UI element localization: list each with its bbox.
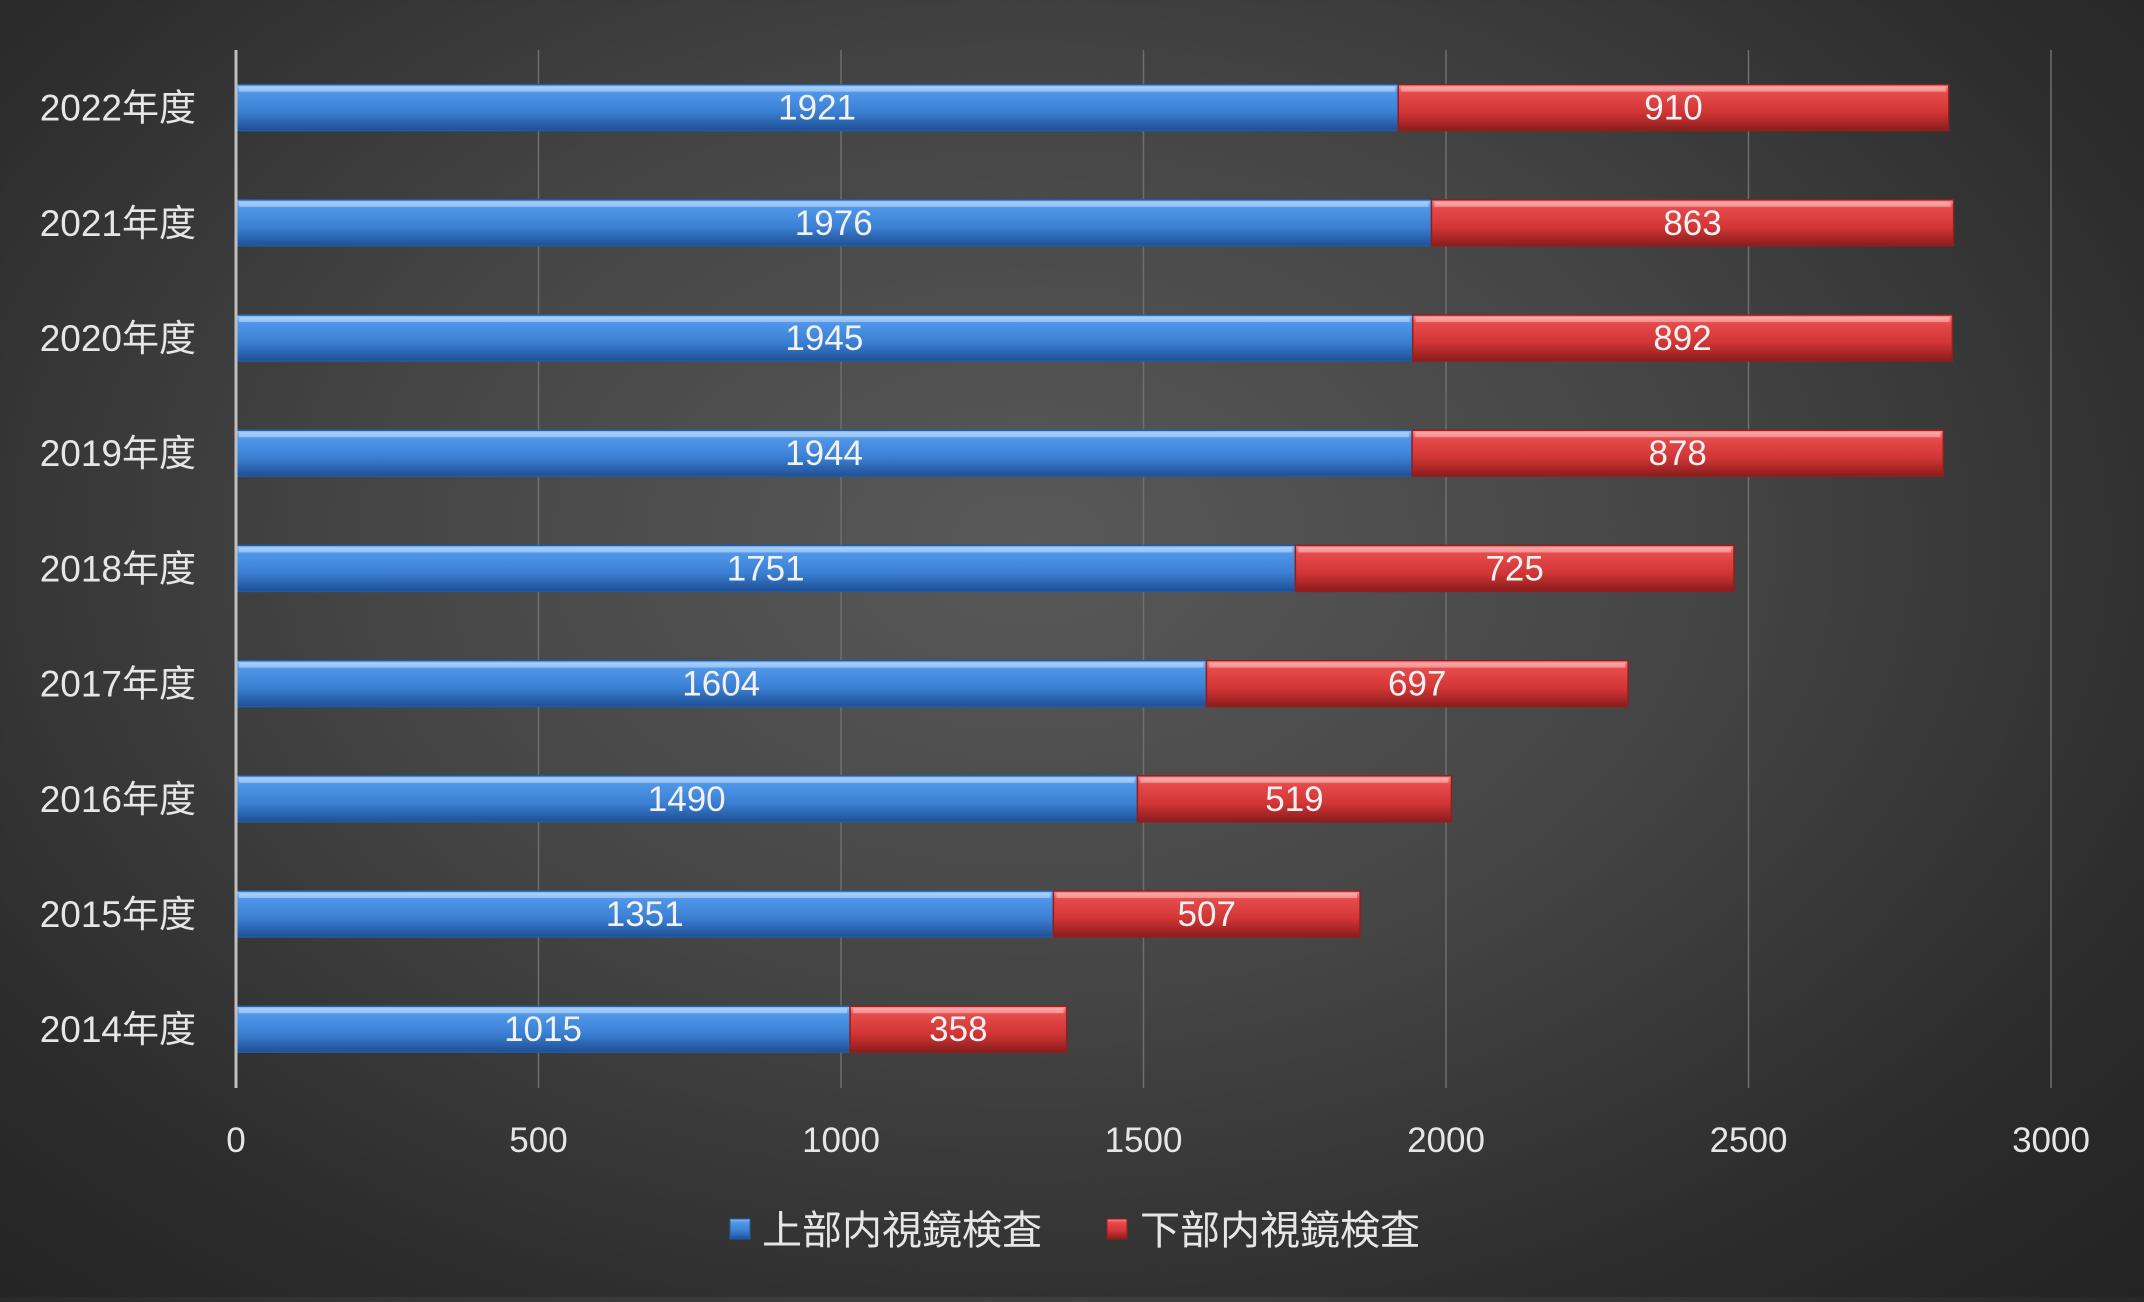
category-label: 2019年度 — [40, 433, 196, 474]
bar-upper-highlight — [239, 201, 1429, 207]
legend: 上部内視鏡検査 下部内視鏡検査 — [729, 1209, 1420, 1253]
data-label-lower: 358 — [929, 1010, 987, 1049]
bar-upper-highlight — [239, 777, 1135, 783]
category-label: 2015年度 — [40, 894, 196, 935]
bar-upper — [235, 199, 1433, 247]
x-tick-label: 500 — [509, 1121, 567, 1160]
category-label: 2021年度 — [40, 203, 196, 244]
data-label-lower: 697 — [1388, 665, 1446, 704]
bar-upper-highlight — [239, 662, 1204, 668]
data-label-upper: 1921 — [778, 89, 856, 128]
bar-lower-highlight — [1140, 777, 1449, 783]
category-label: 2017年度 — [40, 664, 196, 705]
data-label-upper: 1976 — [795, 204, 873, 243]
bar-lower-highlight — [1401, 86, 1946, 92]
bar-upper — [235, 314, 1414, 362]
bar-lower — [1294, 544, 1735, 593]
legend-marker-lower — [1106, 1218, 1128, 1240]
data-label-upper: 1604 — [682, 665, 760, 704]
data-label-lower: 910 — [1644, 89, 1702, 128]
bar-lower-highlight — [1298, 547, 1731, 553]
category-label: 2016年度 — [40, 779, 196, 820]
bar-upper — [235, 775, 1139, 823]
data-label-upper: 1945 — [785, 319, 863, 358]
bar-lower-highlight — [1056, 893, 1358, 898]
legend-label-upper: 上部内視鏡検査 — [762, 1209, 1042, 1253]
bar-lower-highlight — [1415, 432, 1941, 438]
bar-lower — [1430, 199, 1955, 247]
axes: 0 500 1000 1500 2000 2500 3000 2022年度 2021年度 2020… — [40, 50, 2090, 1160]
data-label-lower: 878 — [1649, 434, 1707, 473]
data-label-upper: 1751 — [727, 549, 805, 588]
data-label-upper: 1015 — [504, 1010, 582, 1049]
category-label: 2020年度 — [40, 318, 196, 359]
bar-upper-highlight — [239, 1008, 848, 1014]
x-tick-label: 1000 — [802, 1121, 880, 1160]
legend-label-lower: 下部内視鏡検査 — [1140, 1209, 1420, 1253]
data-label-upper: 1490 — [648, 780, 726, 819]
x-tick-label: 0 — [226, 1121, 245, 1160]
bar-lower — [849, 1005, 1068, 1053]
bar-lower-highlight — [1209, 662, 1626, 668]
x-tick-label: 2500 — [1710, 1121, 1788, 1160]
bar-lower — [1205, 659, 1629, 708]
bar-upper-highlight — [239, 317, 1410, 322]
bar-upper-highlight — [239, 547, 1293, 553]
bar-lower-highlight — [1434, 201, 1951, 207]
category-label: 2018年度 — [40, 548, 196, 589]
data-label-upper: 1944 — [785, 434, 863, 473]
data-label-lower: 507 — [1178, 895, 1236, 934]
legend-marker-upper — [729, 1218, 751, 1240]
bar-upper — [235, 83, 1399, 132]
bar-lower-highlight — [853, 1008, 1064, 1014]
bar-upper-highlight — [239, 432, 1410, 438]
x-tick-label: 2000 — [1407, 1121, 1485, 1160]
bar-lower — [1397, 83, 1950, 132]
bar-upper-highlight — [239, 893, 1051, 898]
bars: 1921 910 1976 863 1945 892 1944 878 1751 725 1604 6… — [235, 83, 1955, 1053]
data-label-lower: 863 — [1663, 204, 1721, 243]
bar-upper — [235, 429, 1413, 477]
bar-lower — [1411, 429, 1945, 477]
data-label-lower: 725 — [1485, 549, 1543, 588]
category-label: 2022年度 — [40, 88, 196, 129]
data-label-upper: 1351 — [606, 895, 684, 934]
data-label-lower: 519 — [1265, 780, 1323, 819]
x-tick-label: 1500 — [1105, 1121, 1183, 1160]
bar-lower — [1052, 890, 1361, 938]
bar-lower-highlight — [1415, 317, 1950, 322]
bar-upper-highlight — [239, 86, 1396, 92]
category-label: 2014年度 — [40, 1009, 196, 1050]
x-tick-label: 3000 — [2012, 1121, 2090, 1160]
data-label-lower: 892 — [1653, 319, 1711, 358]
bar-lower — [1411, 314, 1954, 362]
bar-lower — [1136, 775, 1453, 823]
